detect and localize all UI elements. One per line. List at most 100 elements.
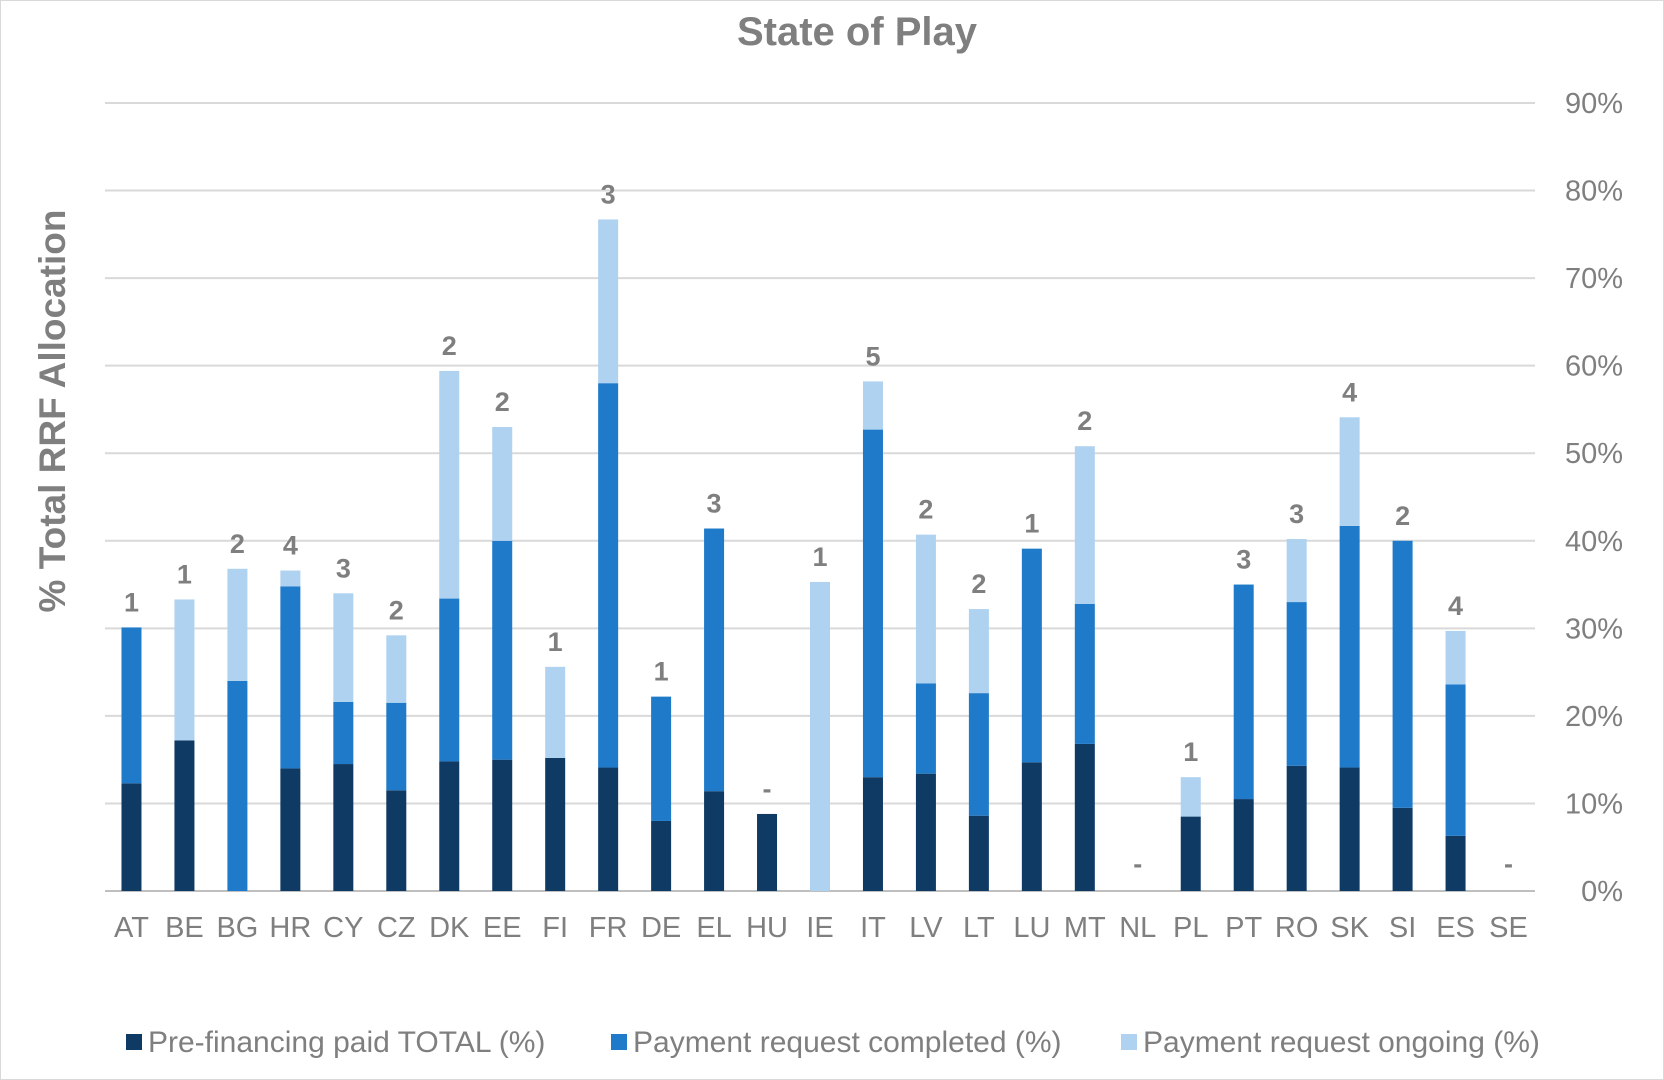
bar-segment: PL Payment request ongoing (%): 4.5 xyxy=(1180,777,1201,817)
x-tick-label: RO xyxy=(1275,912,1319,944)
x-tick-label: EL xyxy=(696,912,731,944)
data-label: - xyxy=(763,774,772,804)
x-tick-label: SE xyxy=(1489,912,1528,944)
bar-segment: DK Payment request ongoing (%): 26 xyxy=(439,370,460,599)
bar-segment: RO Payment request completed (%): 18.7 xyxy=(1286,602,1307,766)
bar-segment: DK Payment request completed (%): 18.6 xyxy=(439,598,460,762)
data-label: 2 xyxy=(1077,406,1092,436)
bar-segment: AT Payment request completed (%): 17.8 xyxy=(121,627,142,784)
legend-item: Payment request ongoing (%) xyxy=(1121,1026,1540,1059)
data-labels: 1 1 2 4 3 2 2 2 1 3 1 3 - 1 5 2 2 1 2 - 1 3 3 4 2 4 - xyxy=(124,179,1513,879)
bar-segment: CZ Pre-financing paid TOTAL (%): 11.5 xyxy=(386,790,407,891)
legend-label: Payment request completed (%) xyxy=(633,1026,1062,1059)
y-tick-label: 60% xyxy=(1565,351,1623,383)
bar-segment: CZ Payment request ongoing (%): 7.7 xyxy=(386,635,407,703)
chart-title: State of Play xyxy=(737,10,978,54)
y-tick-label: 50% xyxy=(1565,438,1623,470)
x-tick-label: FR xyxy=(589,912,628,944)
x-tick-label: MT xyxy=(1064,912,1106,944)
x-tick-label: EE xyxy=(483,912,522,944)
bar-segment: LV Pre-financing paid TOTAL (%): 13.4 xyxy=(915,773,936,891)
y-tick-label: 30% xyxy=(1565,613,1623,645)
legend-label: Payment request ongoing (%) xyxy=(1143,1026,1540,1059)
bar-segment: LT Payment request completed (%): 14 xyxy=(968,693,989,816)
bar-segment: CY Payment request ongoing (%): 12.4 xyxy=(333,593,354,702)
x-tick-label: NL xyxy=(1119,912,1156,944)
legend: Pre-financing paid TOTAL (%) Payment requ… xyxy=(126,1026,1540,1059)
x-tick-label: SI xyxy=(1389,912,1416,944)
x-tick-label: LU xyxy=(1013,912,1050,944)
legend-swatch xyxy=(611,1034,627,1050)
data-label: - xyxy=(1504,849,1513,879)
data-label: 2 xyxy=(442,331,457,361)
y-tick-label: 70% xyxy=(1565,263,1623,295)
bar-segment: MT Payment request ongoing (%): 18 xyxy=(1074,446,1095,604)
x-tick-label: LT xyxy=(963,912,995,944)
bar-segment: HR Payment request ongoing (%): 1.8 xyxy=(280,570,301,587)
bar-segment: EE Payment request completed (%): 25 xyxy=(492,540,513,760)
bar-segment: EE Pre-financing paid TOTAL (%): 15 xyxy=(492,759,513,891)
bar-segment: IT Payment request completed (%): 39.7 xyxy=(862,429,883,778)
data-label: 3 xyxy=(601,179,616,209)
data-label: 2 xyxy=(495,387,510,417)
bar-segment: SK Payment request ongoing (%): 12.4 xyxy=(1339,417,1360,526)
data-label: 1 xyxy=(124,587,139,617)
bars: AT Pre-financing paid TOTAL (%): 12.3AT … xyxy=(121,219,1466,891)
x-axis-ticks: AT BE BG HR CY CZ DK EE FI FR DE EL HU IE IT LV LT LU MT NL… xyxy=(114,912,1528,944)
bar-segment: EL Pre-financing paid TOTAL (%): 11.4 xyxy=(704,791,725,891)
data-label: 1 xyxy=(177,559,192,589)
bar-segment: LV Payment request completed (%): 10.3 xyxy=(915,683,936,774)
data-label: 3 xyxy=(707,489,722,519)
data-label: 5 xyxy=(865,341,880,371)
bar-segment: SK Pre-financing paid TOTAL (%): 14.1 xyxy=(1339,767,1360,891)
legend-label: Pre-financing paid TOTAL (%) xyxy=(148,1026,545,1059)
x-tick-label: DK xyxy=(429,912,470,944)
data-label: 2 xyxy=(230,529,245,559)
data-label: 2 xyxy=(389,595,404,625)
x-tick-label: FI xyxy=(542,912,568,944)
bar-segment: RO Pre-financing paid TOTAL (%): 14.3 xyxy=(1286,765,1307,891)
bar-segment: AT Pre-financing paid TOTAL (%): 12.3 xyxy=(121,783,142,891)
bar-segment: ES Payment request completed (%): 17.3 xyxy=(1445,684,1466,836)
data-label: 4 xyxy=(1448,591,1463,621)
bar-segment: RO Payment request ongoing (%): 7.2 xyxy=(1286,539,1307,603)
bar-segment: LU Payment request completed (%): 24.4 xyxy=(1021,548,1042,763)
y-axis-title: % Total RRF Allocation xyxy=(32,210,73,613)
bar-segment: IT Payment request ongoing (%): 5.5 xyxy=(862,381,883,430)
bar-segment: DE Pre-financing paid TOTAL (%): 8 xyxy=(651,820,672,891)
bar-segment: HU Pre-financing paid TOTAL (%): 8.8 xyxy=(757,813,778,891)
bar-segment: BE Pre-financing paid TOTAL (%): 17.2 xyxy=(174,740,195,891)
x-tick-label: BE xyxy=(165,912,204,944)
data-label: 1 xyxy=(812,542,827,572)
legend-swatch xyxy=(126,1034,142,1050)
legend-swatch xyxy=(1121,1034,1137,1050)
bar-segment: FR Payment request completed (%): 43.9 xyxy=(598,383,619,768)
bar-segment: BG Payment request completed (%): 24 xyxy=(227,680,248,891)
x-tick-label: IT xyxy=(860,912,886,944)
y-tick-label: 10% xyxy=(1565,788,1623,820)
x-tick-label: ES xyxy=(1436,912,1475,944)
data-label: 2 xyxy=(971,569,986,599)
data-label: 3 xyxy=(1236,545,1251,575)
bar-segment: SI Payment request completed (%): 30.5 xyxy=(1392,540,1413,808)
bar-segment: FI Payment request ongoing (%): 10.4 xyxy=(545,666,566,758)
bar-segment: DE Payment request completed (%): 14.2 xyxy=(651,696,672,821)
bar-segment: HR Payment request completed (%): 20.8 xyxy=(280,586,301,769)
x-tick-label: AT xyxy=(114,912,149,944)
bar-segment: MT Payment request completed (%): 16 xyxy=(1074,603,1095,744)
x-tick-label: CY xyxy=(323,912,363,944)
bar-segment: IE Payment request ongoing (%): 35.3 xyxy=(810,581,830,891)
bar-segment: CY Pre-financing paid TOTAL (%): 14.5 xyxy=(333,764,354,891)
bar-segment: CZ Payment request completed (%): 10 xyxy=(386,702,407,791)
x-tick-label: CZ xyxy=(377,912,416,944)
data-label: 3 xyxy=(1289,499,1304,529)
x-tick-label: PT xyxy=(1225,912,1262,944)
data-label: 2 xyxy=(918,495,933,525)
legend-item: Pre-financing paid TOTAL (%) xyxy=(126,1026,545,1059)
bar-segment: IT Pre-financing paid TOTAL (%): 13 xyxy=(862,777,883,891)
bar-segment: LU Pre-financing paid TOTAL (%): 14.7 xyxy=(1021,762,1042,891)
y-tick-label: 20% xyxy=(1565,701,1623,733)
bar-segment: LV Payment request ongoing (%): 17 xyxy=(915,534,936,684)
